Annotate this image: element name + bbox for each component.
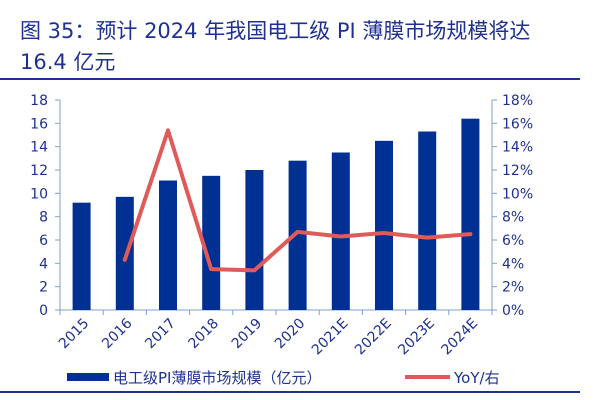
right-tick-label: 12% — [502, 163, 533, 179]
x-tick-label: 2017 — [142, 316, 179, 353]
bar-2015 — [72, 202, 91, 310]
bar-2022E — [375, 140, 393, 310]
left-tick-label: 8 — [39, 210, 48, 226]
right-tick-label: 16% — [502, 116, 533, 132]
right-tick-label: 2% — [502, 280, 524, 296]
left-tick-label: 4 — [39, 256, 48, 272]
legend-bar-swatch — [67, 373, 109, 381]
footer-divider — [0, 391, 580, 393]
x-tick-label: 2021E — [309, 316, 352, 359]
left-tick-label: 14 — [30, 140, 48, 156]
bar-2020 — [288, 160, 307, 310]
bar-2021E — [331, 152, 350, 310]
legend-line-label: YoY/右 — [453, 369, 500, 387]
left-tick-label: 6 — [39, 233, 48, 249]
right-tick-label: 6% — [502, 233, 524, 249]
x-tick-label: 2019 — [229, 316, 266, 353]
x-tick-label: 2020 — [272, 316, 309, 353]
bar-2017 — [159, 180, 177, 310]
legend-bar-label: 电工级PI薄膜市场规模（亿元） — [113, 369, 321, 387]
left-tick-label: 18 — [30, 93, 48, 109]
bar-2023E — [418, 131, 437, 310]
x-tick-label: 2016 — [99, 315, 136, 352]
bar-2018 — [202, 175, 221, 310]
right-tick-label: 4% — [502, 256, 524, 272]
right-tick-label: 14% — [502, 140, 533, 156]
x-tick-label: 2023E — [395, 316, 438, 359]
x-tick-label: 2015 — [56, 316, 93, 353]
left-tick-label: 0 — [39, 303, 48, 319]
right-tick-label: 0% — [502, 303, 524, 319]
left-tick-label: 12 — [30, 163, 48, 179]
x-tick-label: 2018 — [186, 316, 223, 353]
x-tick-label: 2024E — [438, 316, 481, 359]
chart-title: 图 35：预计 2024 年我国电工级 PI 薄膜市场规模将达 16.4 亿元 — [20, 19, 531, 74]
bar-2024E — [461, 118, 480, 311]
left-tick-label: 10 — [30, 186, 48, 202]
right-tick-label: 10% — [502, 186, 533, 202]
right-tick-label: 18% — [502, 93, 533, 109]
bar-2019 — [245, 170, 264, 310]
x-tick-label: 2022E — [352, 316, 395, 359]
title-divider — [0, 78, 580, 80]
left-tick-label: 16 — [30, 116, 48, 132]
left-tick-label: 2 — [39, 280, 48, 296]
right-tick-label: 8% — [502, 210, 524, 226]
bar-2016 — [115, 196, 134, 310]
